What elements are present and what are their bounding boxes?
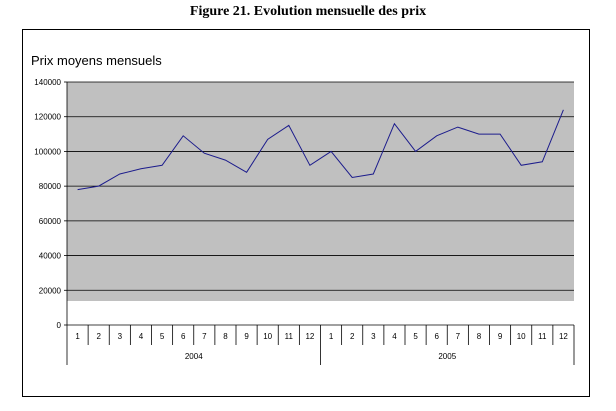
x-tick-label: 3 bbox=[371, 332, 376, 341]
x-tick-label: 7 bbox=[202, 332, 207, 341]
x-tick-label: 10 bbox=[517, 332, 526, 341]
x-tick-label: 5 bbox=[413, 332, 418, 341]
x-tick-label: 11 bbox=[538, 332, 547, 341]
plot-area bbox=[67, 82, 574, 301]
chart-title: Prix moyens mensuels bbox=[31, 53, 162, 68]
x-tick-label: 1 bbox=[329, 332, 334, 341]
y-tick-label: 100000 bbox=[34, 147, 61, 156]
x-tick-label: 11 bbox=[285, 332, 294, 341]
x-tick-label: 6 bbox=[434, 332, 439, 341]
x-tick-label: 8 bbox=[477, 332, 482, 341]
x-tick-label: 2 bbox=[96, 332, 101, 341]
x-tick-label: 4 bbox=[139, 332, 144, 341]
x-tick-label: 12 bbox=[559, 332, 568, 341]
series-line bbox=[77, 109, 564, 191]
x-tick-label: 10 bbox=[263, 332, 272, 341]
y-tick-label: 20000 bbox=[39, 286, 62, 295]
group-label: 2005 bbox=[438, 352, 456, 361]
x-tick-label: 1 bbox=[75, 332, 80, 341]
x-tick-label: 8 bbox=[223, 332, 228, 341]
y-tick-label: 80000 bbox=[39, 182, 62, 191]
x-tick-label: 4 bbox=[392, 332, 397, 341]
x-tick-label: 3 bbox=[118, 332, 123, 341]
y-tick-label: 0 bbox=[57, 321, 62, 330]
group-label: 2004 bbox=[185, 352, 203, 361]
x-tick-label: 5 bbox=[160, 332, 165, 341]
x-tick-label: 7 bbox=[456, 332, 461, 341]
x-tick-label: 2 bbox=[350, 332, 355, 341]
y-tick-label: 40000 bbox=[39, 252, 62, 261]
x-tick-label: 9 bbox=[498, 332, 503, 341]
line-chart: 0 20000 40000 60000 80000 100000 120000 140000 1… bbox=[34, 78, 575, 365]
y-tick-label: 60000 bbox=[39, 217, 62, 226]
x-tick-label: 9 bbox=[244, 332, 249, 341]
figure-title: Figure 21. Evolution mensuelle des prix bbox=[189, 4, 427, 19]
x-tick-label: 12 bbox=[305, 332, 314, 341]
x-tick-label: 6 bbox=[181, 332, 186, 341]
y-tick-label: 140000 bbox=[34, 78, 61, 87]
y-tick-label: 120000 bbox=[34, 113, 61, 122]
chart-frame: Prix moyens mensuels 0 20000 40000 60000 800… bbox=[22, 29, 590, 397]
